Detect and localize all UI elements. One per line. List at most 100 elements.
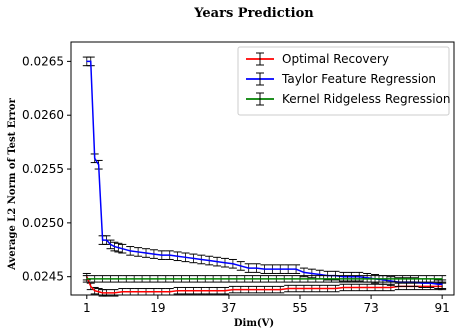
data-point — [437, 283, 439, 285]
data-point — [287, 268, 289, 270]
data-point — [105, 239, 108, 241]
data-point — [350, 276, 352, 278]
data-point — [98, 164, 100, 166]
data-point — [224, 262, 226, 264]
data-point — [358, 286, 360, 289]
data-point — [216, 290, 218, 292]
data-point — [319, 273, 321, 276]
x-axis-label: Dim(V) — [234, 318, 274, 329]
data-point — [271, 268, 273, 270]
data-point — [263, 289, 266, 291]
data-point — [161, 254, 163, 256]
data-point — [441, 278, 443, 280]
data-point — [279, 289, 281, 291]
data-point — [113, 245, 116, 248]
data-point — [311, 287, 313, 290]
data-point — [105, 292, 108, 294]
data-point — [117, 247, 119, 249]
data-point — [287, 287, 289, 290]
data-point — [342, 286, 345, 289]
data-point — [255, 289, 258, 291]
data-point — [240, 289, 242, 291]
data-point — [295, 268, 297, 270]
data-point — [129, 250, 131, 252]
x-tick-label: 1 — [83, 301, 91, 315]
legend-label: Optimal Recovery — [282, 52, 389, 66]
data-point — [177, 290, 179, 292]
data-point — [303, 271, 305, 273]
data-point — [295, 287, 297, 290]
data-point — [255, 267, 258, 269]
x-tick-label: 55 — [292, 301, 307, 315]
data-point — [248, 289, 250, 291]
data-point — [184, 256, 187, 258]
y-tick-label: 0.0265 — [22, 54, 64, 68]
data-point — [161, 291, 163, 293]
data-point — [248, 267, 250, 269]
data-point — [358, 276, 360, 278]
data-point — [121, 291, 123, 293]
legend-item: Optimal Recovery — [246, 52, 389, 66]
data-point — [374, 286, 376, 289]
data-point — [184, 290, 187, 292]
y-tick-label: 0.0245 — [22, 270, 64, 284]
data-point — [224, 290, 226, 292]
data-point — [192, 290, 195, 292]
data-point — [342, 276, 345, 278]
data-point — [145, 252, 147, 254]
data-point — [303, 287, 305, 290]
data-point — [153, 291, 155, 293]
axes-frame — [70, 41, 455, 296]
x-tick-label: 37 — [221, 301, 236, 315]
data-point — [137, 251, 139, 253]
data-point — [429, 282, 431, 284]
data-point — [121, 248, 123, 250]
data-point — [94, 157, 96, 159]
data-point — [232, 263, 234, 265]
data-point — [441, 283, 443, 285]
data-point — [86, 60, 88, 62]
data-point — [200, 258, 202, 261]
data-point — [232, 289, 234, 291]
chart-title: Years Prediction — [193, 6, 314, 21]
x-tick-label: 73 — [363, 301, 378, 315]
y-axis-label: Average L2 Norm of Test Error — [7, 97, 18, 270]
data-point — [334, 287, 337, 290]
data-point — [366, 286, 368, 289]
data-point — [177, 255, 179, 257]
legend-item: Kernel Ridgeless Regression — [246, 92, 450, 106]
data-point — [90, 60, 92, 62]
data-point — [86, 278, 88, 280]
legend-box — [237, 46, 450, 116]
data-point — [98, 291, 100, 293]
data-point — [169, 291, 171, 293]
legend: Optimal Recovery Taylor Feature Regressio… — [237, 46, 450, 116]
data-point — [390, 286, 392, 289]
y-tick-label: 0.0250 — [22, 216, 64, 230]
data-point — [216, 261, 218, 263]
data-point — [109, 243, 112, 245]
data-point — [94, 290, 96, 292]
data-point — [311, 272, 313, 275]
data-point — [137, 291, 139, 293]
legend-label: Taylor Feature Regression — [281, 72, 436, 86]
data-point — [101, 239, 104, 241]
y-tick-label: 0.0255 — [22, 162, 64, 176]
data-point — [145, 291, 147, 293]
data-point — [101, 292, 104, 294]
data-point — [208, 290, 210, 292]
data-point — [382, 286, 384, 289]
data-point — [240, 265, 242, 267]
data-point — [200, 290, 202, 292]
legend-label: Kernel Ridgeless Regression — [282, 92, 450, 106]
data-point — [153, 253, 155, 255]
data-point — [271, 289, 273, 291]
x-axis: 1 19 37 55 73 91 — [83, 295, 450, 315]
data-point — [327, 287, 329, 290]
y-axis: 0.0245 0.0250 0.0255 0.0260 0.0265 — [22, 54, 71, 284]
data-point — [279, 268, 281, 270]
data-point — [319, 287, 321, 290]
data-point — [390, 280, 392, 282]
x-tick-label: 19 — [150, 301, 165, 315]
data-point — [129, 291, 131, 293]
